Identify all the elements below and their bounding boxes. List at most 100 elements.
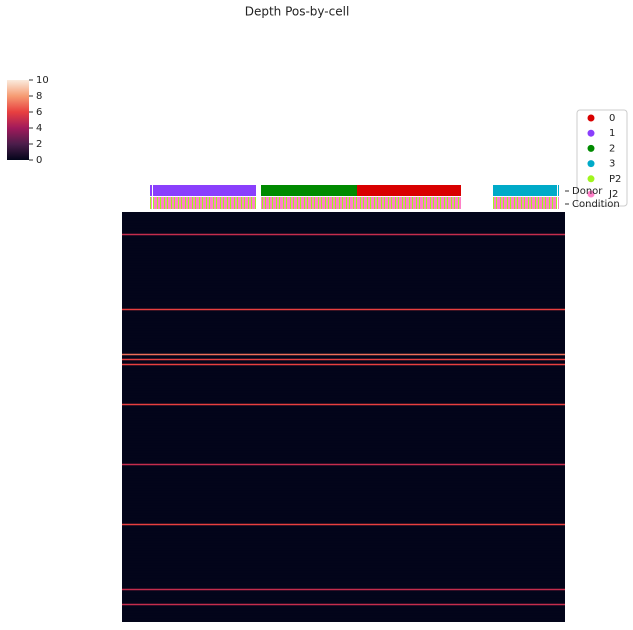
heatmap-row bbox=[122, 408, 565, 411]
heatmap-row bbox=[122, 368, 565, 371]
heatmap-row bbox=[122, 238, 565, 241]
heatmap-row bbox=[122, 578, 565, 581]
heatmap-row bbox=[122, 413, 565, 416]
heatmap-row bbox=[122, 508, 565, 511]
heatmap-row bbox=[122, 473, 565, 476]
heatmap-row bbox=[122, 298, 565, 301]
heatmap-row bbox=[122, 418, 565, 421]
heatmap-row bbox=[122, 498, 565, 501]
legend-marker bbox=[587, 114, 595, 122]
condition-block bbox=[493, 197, 557, 209]
donor-block bbox=[493, 185, 557, 196]
heatmap-row bbox=[122, 538, 565, 541]
heatmap-row bbox=[122, 248, 565, 251]
heatmap-row bbox=[122, 518, 565, 521]
legend-label: 0 bbox=[609, 113, 615, 124]
heatmap-row bbox=[122, 223, 565, 226]
heatmap-row bbox=[122, 543, 565, 546]
heatmap-row bbox=[122, 283, 565, 286]
heatmap-row bbox=[122, 263, 565, 266]
heatmap-row bbox=[122, 588, 565, 591]
heatmap-row bbox=[122, 403, 565, 406]
legend-marker bbox=[587, 190, 595, 198]
colorbar-tick-label: 2 bbox=[36, 139, 42, 150]
heatmap-row bbox=[122, 233, 565, 236]
colorbar bbox=[7, 80, 29, 160]
heatmap-row bbox=[122, 228, 565, 231]
row-color-label: Donor bbox=[572, 186, 603, 197]
heatmap-row bbox=[122, 443, 565, 446]
heatmap-row bbox=[122, 433, 565, 436]
colorbar-tick-label: 4 bbox=[36, 123, 42, 134]
heatmap-row bbox=[122, 373, 565, 376]
heatmap-row bbox=[122, 513, 565, 516]
heatmap-row bbox=[122, 363, 565, 366]
heatmap-row bbox=[122, 618, 565, 621]
heatmap-row bbox=[122, 268, 565, 271]
heatmap-row bbox=[122, 438, 565, 441]
heatmap-row bbox=[122, 558, 565, 561]
heatmap-row bbox=[122, 493, 565, 496]
heatmap-row bbox=[122, 348, 565, 351]
heatmap-row bbox=[122, 393, 565, 396]
heatmap-row bbox=[122, 303, 565, 306]
heatmap-row bbox=[122, 608, 565, 611]
legend-marker bbox=[587, 129, 595, 137]
donor-block bbox=[153, 185, 256, 196]
heatmap-row bbox=[122, 613, 565, 616]
heatmap-row bbox=[122, 448, 565, 451]
heatmap-row bbox=[122, 533, 565, 536]
heatmap-row bbox=[122, 468, 565, 471]
heatmap-row bbox=[122, 573, 565, 576]
heatmap-row bbox=[122, 253, 565, 256]
heatmap-row bbox=[122, 383, 565, 386]
heatmap-row bbox=[122, 548, 565, 551]
heatmap-row bbox=[122, 488, 565, 491]
condition-block bbox=[558, 197, 559, 209]
heatmap-row bbox=[122, 258, 565, 261]
heatmap-row bbox=[122, 458, 565, 461]
heatmap-row bbox=[122, 308, 565, 311]
legend-label: J2 bbox=[608, 189, 618, 200]
heatmap-row bbox=[122, 523, 565, 526]
heatmap-row bbox=[122, 333, 565, 336]
heatmap-row bbox=[122, 398, 565, 401]
heatmap-row bbox=[122, 553, 565, 556]
heatmap-row bbox=[122, 598, 565, 601]
heatmap-row bbox=[122, 323, 565, 326]
heatmap-row bbox=[122, 353, 565, 356]
heatmap-row bbox=[122, 593, 565, 596]
legend-marker bbox=[587, 175, 595, 183]
colorbar-tick-label: 8 bbox=[36, 91, 42, 102]
heatmap-row bbox=[122, 503, 565, 506]
condition-block bbox=[153, 197, 256, 209]
heatmap-row bbox=[122, 528, 565, 531]
condition-block bbox=[357, 197, 461, 209]
condition-block bbox=[150, 197, 152, 209]
heatmap-row bbox=[122, 313, 565, 316]
condition-block bbox=[261, 197, 357, 209]
legend-label: 1 bbox=[609, 128, 615, 139]
heatmap-row bbox=[122, 388, 565, 391]
heatmap-row bbox=[122, 213, 565, 216]
heatmap-row bbox=[122, 338, 565, 341]
heatmap-row bbox=[122, 318, 565, 321]
heatmap-row bbox=[122, 278, 565, 281]
heatmap-row bbox=[122, 273, 565, 276]
heatmap-row bbox=[122, 328, 565, 331]
heatmap-row bbox=[122, 463, 565, 466]
heatmap-row bbox=[122, 288, 565, 291]
heatmap-row bbox=[122, 603, 565, 606]
donor-block bbox=[558, 185, 559, 196]
chart-title: Depth Pos-by-cell bbox=[245, 5, 350, 19]
donor-block bbox=[357, 185, 461, 196]
heatmap-row bbox=[122, 563, 565, 566]
heatmap-background bbox=[122, 212, 565, 622]
donor-block bbox=[150, 185, 152, 196]
heatmap-row bbox=[122, 378, 565, 381]
legend-marker bbox=[587, 160, 595, 168]
heatmap-row bbox=[122, 483, 565, 486]
legend-label: 3 bbox=[609, 159, 615, 170]
colorbar-tick-label: 0 bbox=[36, 155, 42, 166]
